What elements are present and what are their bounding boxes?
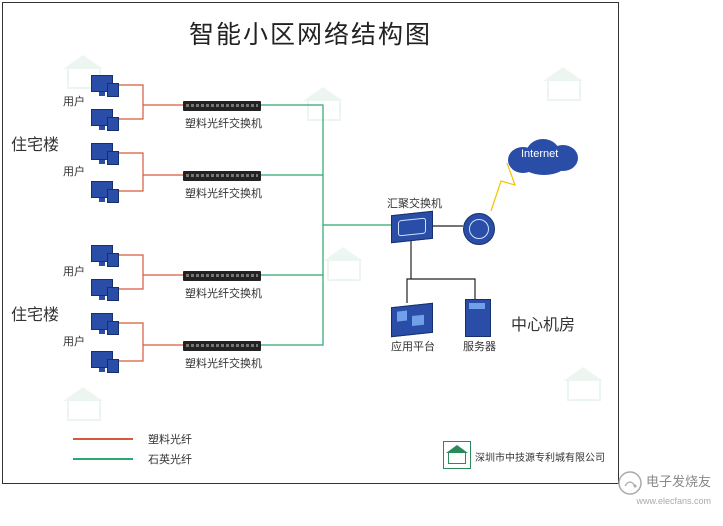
diagram-frame: 智能小区网络结构图 塑料光纤 石英光纤 深圳市中技源专利城有限公司 用户用户用户… <box>2 2 619 484</box>
user-label: 用户 <box>63 263 85 279</box>
pc-icon <box>89 245 117 267</box>
quartz-line <box>261 105 391 225</box>
legend-pof-label: 塑料光纤 <box>148 431 192 447</box>
user-label: 用户 <box>63 333 85 349</box>
quartz-line <box>261 225 323 275</box>
building-label: 住宅楼 <box>11 301 59 325</box>
company-logo-icon <box>443 441 471 469</box>
platform-icon <box>391 303 433 337</box>
switch-icon <box>183 171 261 181</box>
pof-line <box>117 323 183 361</box>
server-label: 服务器 <box>463 338 496 354</box>
switch-icon <box>183 101 261 111</box>
link-line <box>407 239 475 303</box>
legend-quartz-label: 石英光纤 <box>148 451 192 467</box>
pc-icon <box>89 313 117 335</box>
legend-pof-line <box>73 438 133 440</box>
datacenter-label: 中心机房 <box>511 311 575 335</box>
switch-label: 塑料光纤交换机 <box>185 285 262 301</box>
pof-line <box>117 85 183 119</box>
internet-label: Internet <box>521 148 558 160</box>
pc-icon <box>89 351 117 373</box>
building-label: 住宅楼 <box>11 131 59 155</box>
pc-icon <box>89 109 117 131</box>
user-label: 用户 <box>63 163 85 179</box>
pof-line <box>117 153 183 191</box>
site-watermark: 电子发烧友 www.elecfans.com <box>617 470 711 506</box>
pc-icon <box>89 279 117 301</box>
quartz-line <box>261 275 323 345</box>
pof-line <box>117 255 183 289</box>
user-label: 用户 <box>63 93 85 109</box>
company-name: 深圳市中技源专利城有限公司 <box>475 449 605 464</box>
pc-icon <box>89 75 117 97</box>
legend-quartz-line <box>73 458 133 460</box>
pc-icon <box>89 181 117 203</box>
platform-label: 应用平台 <box>391 338 435 354</box>
switch-label: 塑料光纤交换机 <box>185 185 262 201</box>
agg-switch-label: 汇聚交换机 <box>387 195 442 211</box>
switch-label: 塑料光纤交换机 <box>185 115 262 131</box>
router-icon <box>463 213 495 245</box>
switch-icon <box>183 271 261 281</box>
switch-label: 塑料光纤交换机 <box>185 355 262 371</box>
server-icon <box>465 299 491 337</box>
canvas: 智能小区网络结构图 塑料光纤 石英光纤 深圳市中技源专利城有限公司 用户用户用户… <box>0 0 723 526</box>
agg-switch-icon <box>391 211 433 243</box>
switch-icon <box>183 341 261 351</box>
watermark-url: www.elecfans.com <box>617 496 711 506</box>
pc-icon <box>89 143 117 165</box>
watermark-text: 电子发烧友 <box>646 474 711 489</box>
elecfans-logo-icon <box>617 470 643 496</box>
